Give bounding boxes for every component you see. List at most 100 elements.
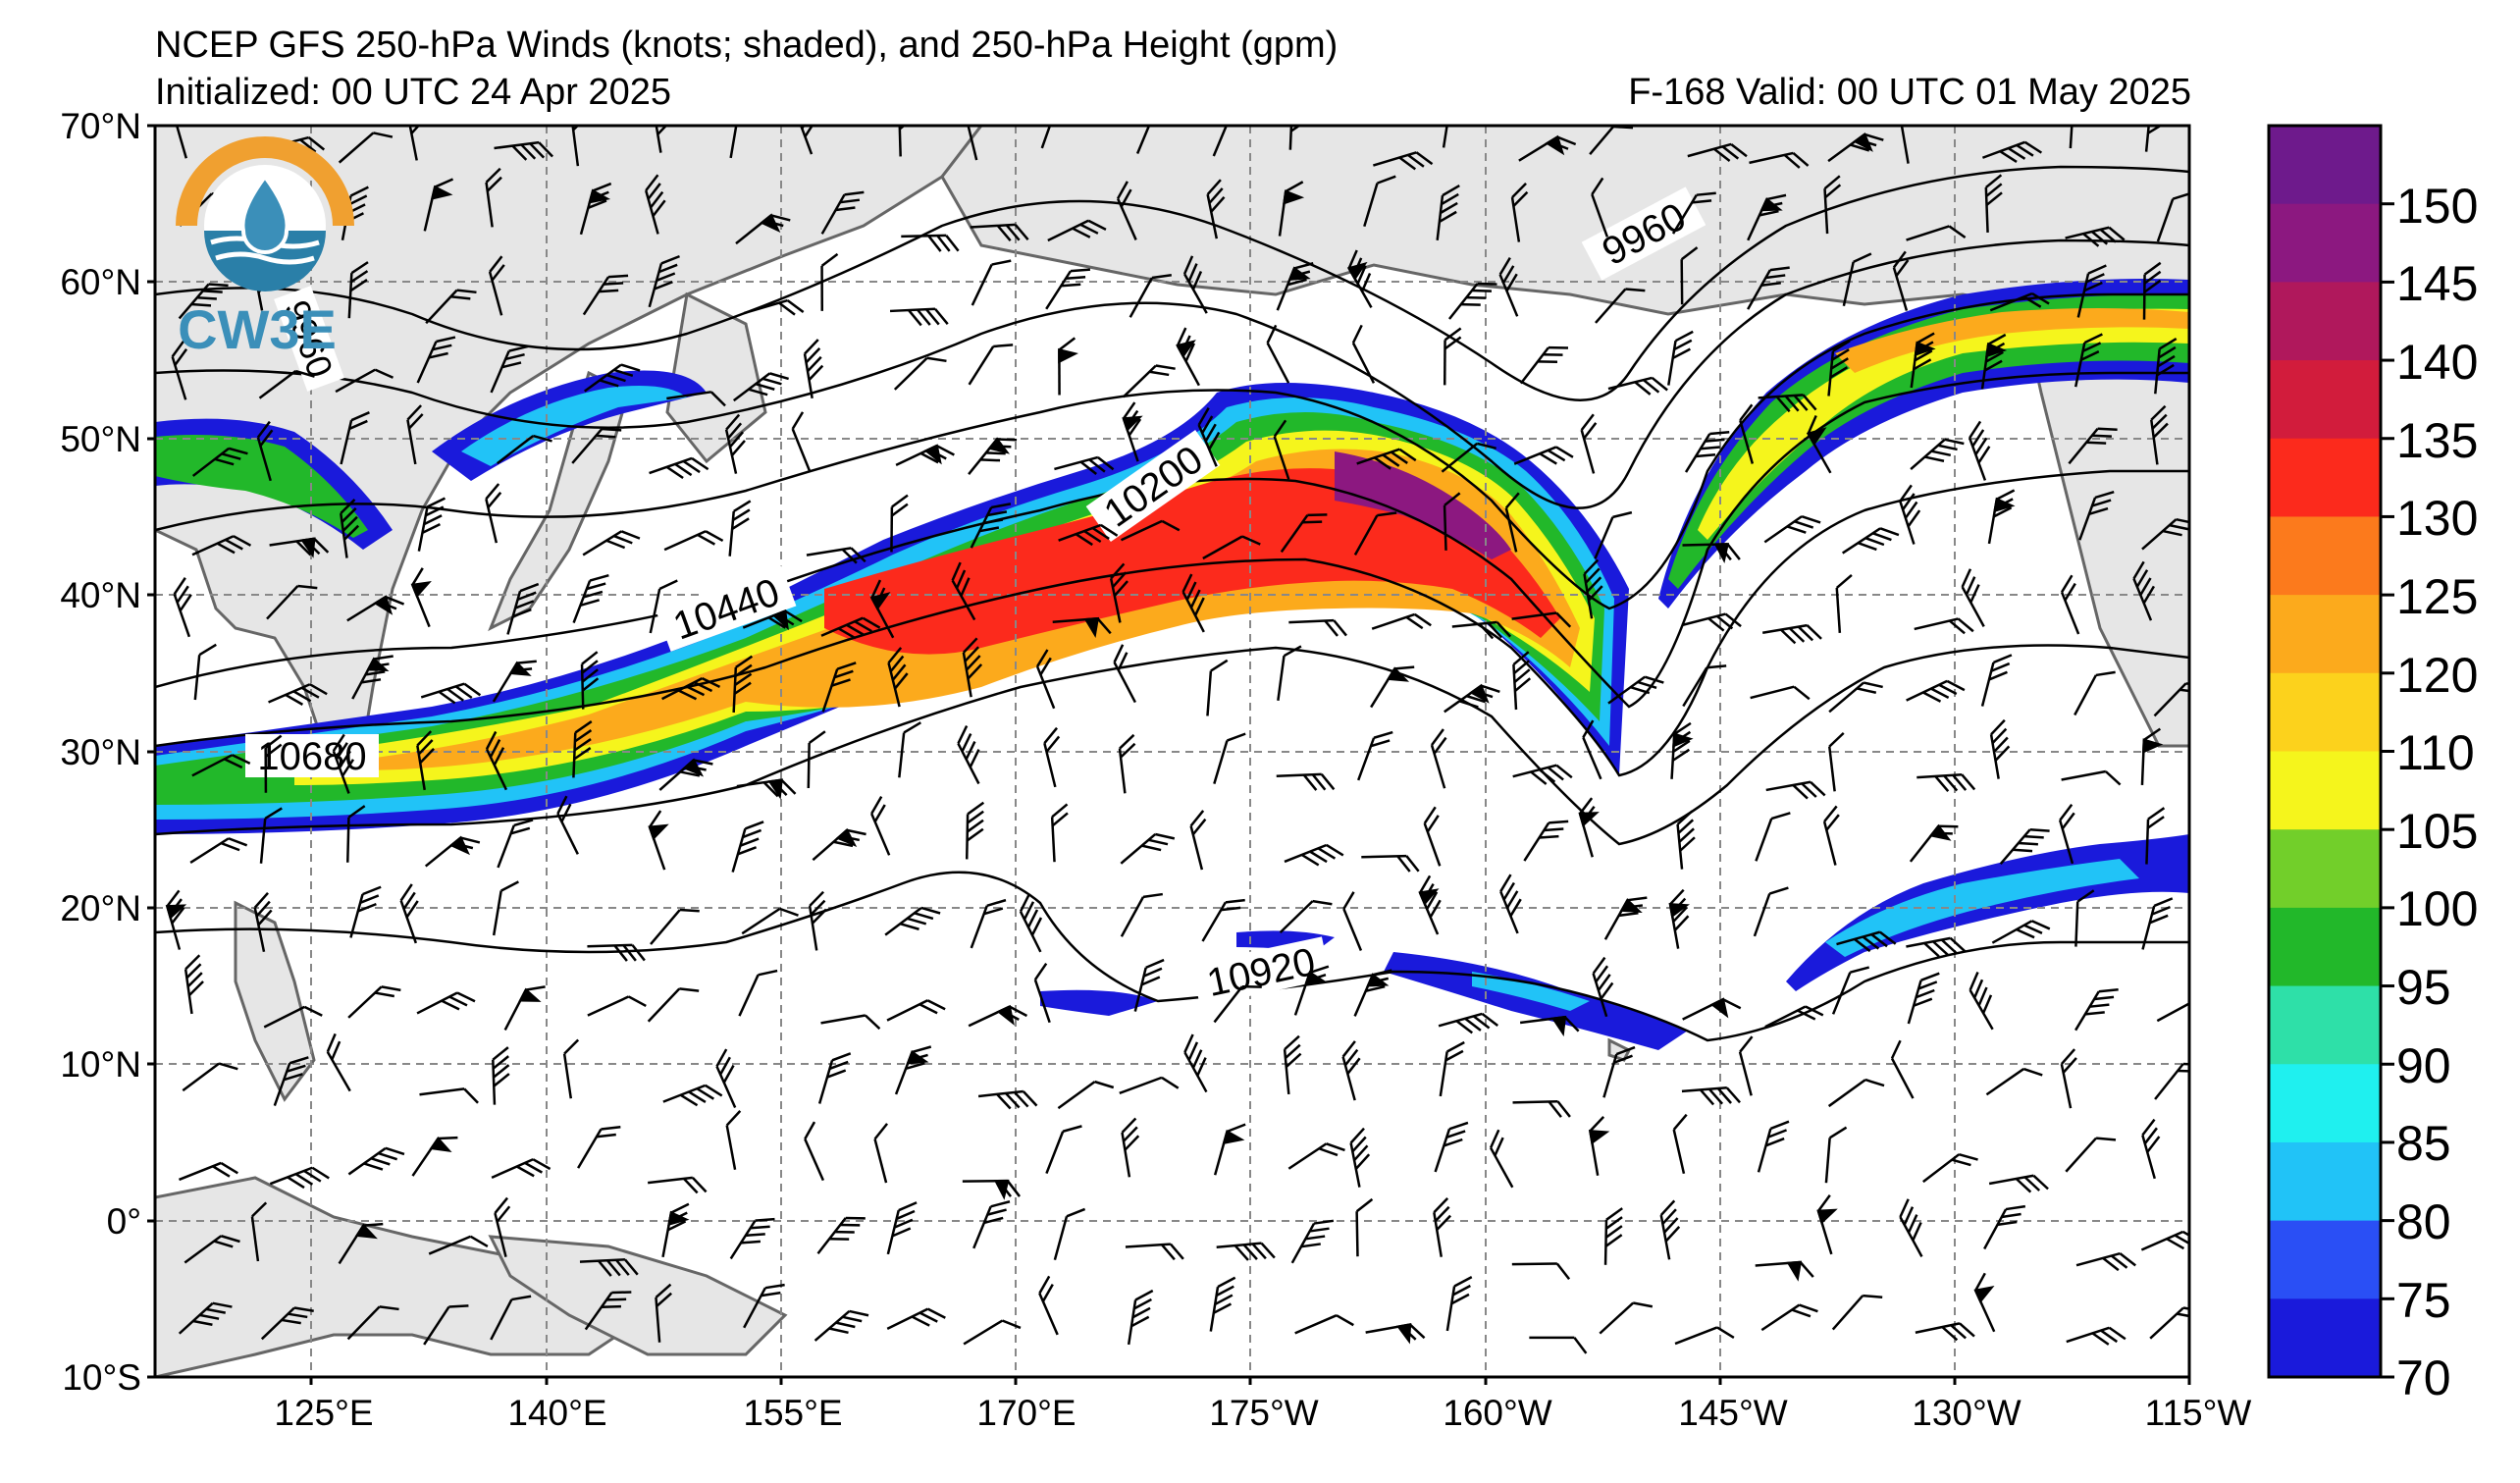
wind-barb <box>1053 1207 1086 1261</box>
wind-barb <box>1999 828 2050 866</box>
wind-barb <box>1989 718 2011 779</box>
wind-barb <box>887 647 909 708</box>
wind-barb <box>1681 1086 1741 1106</box>
wind-barb <box>1451 620 1512 640</box>
wind-barb <box>1418 874 1442 935</box>
wind-barb <box>1681 612 1742 632</box>
lon-label: 155°E <box>743 1393 842 1433</box>
wind-barb <box>1266 324 1290 384</box>
wind-barb <box>965 126 978 161</box>
wind-barb <box>332 733 355 794</box>
wind-barb <box>347 985 401 1019</box>
wind-barb <box>1129 273 1172 318</box>
wind-barb <box>1899 1198 1923 1257</box>
wind-barb <box>424 835 481 868</box>
wind-barb <box>1985 1067 2043 1096</box>
wind-barb <box>1441 442 1496 473</box>
logo-text: CW3E <box>178 298 337 360</box>
wind-barb <box>794 126 817 155</box>
colorbar-swatch <box>2269 360 2381 440</box>
wind-barb <box>264 734 283 793</box>
wind-barb <box>963 1319 1022 1346</box>
wind-barb <box>1206 659 1229 716</box>
wind-barb <box>2065 226 2126 247</box>
wind-barb <box>577 1126 621 1169</box>
wind-barb <box>2078 490 2115 541</box>
wind-barb <box>1519 1015 1580 1037</box>
wind-barb <box>340 411 370 465</box>
wind-barb <box>428 1235 489 1255</box>
wind-barb <box>1213 1123 1246 1176</box>
wind-barb <box>1276 262 1314 311</box>
wind-barb <box>1914 617 1974 635</box>
wind-barb <box>1760 1303 1818 1332</box>
wind-barb <box>1750 685 1811 701</box>
wind-barb <box>1765 780 1826 800</box>
wind-barb <box>1423 806 1442 867</box>
wind-barb <box>957 725 980 785</box>
wind-barb <box>1363 175 1396 228</box>
wind-barb <box>1342 891 1363 952</box>
wind-barb <box>1529 1336 1588 1354</box>
wind-barb <box>1434 1121 1469 1173</box>
wind-barb <box>1206 179 1226 239</box>
wind-barb <box>1836 930 1897 953</box>
wind-barb <box>1523 820 1569 862</box>
wind-barb <box>2075 1251 2136 1272</box>
wind-barb <box>346 805 366 863</box>
wind-barb <box>1753 886 1789 937</box>
wind-barb <box>582 274 629 316</box>
wind-barb <box>1910 438 1965 471</box>
wind-barb <box>184 1235 240 1264</box>
wind-barb <box>962 637 983 698</box>
wind-barb <box>1213 732 1246 785</box>
colorbar-label: 150 <box>2396 179 2479 234</box>
wind-barb <box>1827 132 1884 163</box>
lon-label: 145°W <box>1678 1393 1788 1433</box>
wind-barb <box>2074 333 2103 388</box>
philippines <box>234 900 316 1102</box>
wind-barb <box>1599 1301 1654 1335</box>
lon-label: 140°E <box>507 1393 606 1433</box>
wind-barb <box>2150 404 2169 465</box>
wind-barb <box>1892 250 1910 311</box>
wind-barb <box>485 730 508 791</box>
wind-barb <box>1444 683 1500 714</box>
wind-barb <box>2060 1048 2077 1109</box>
wind-barb <box>179 1161 238 1182</box>
wind-barb <box>869 579 895 639</box>
colorbar-swatch <box>2269 595 2381 674</box>
wind-barb <box>1122 401 1143 462</box>
wind-barb <box>349 885 382 938</box>
wind-barb <box>735 213 791 245</box>
wind-barb <box>1983 1204 2026 1250</box>
wind-barb <box>191 754 251 777</box>
wind-barb <box>1984 174 2003 233</box>
wind-barb <box>1113 644 1136 704</box>
wind-barb <box>1035 649 1056 710</box>
wind-barb <box>820 252 839 311</box>
wind-barb <box>416 730 435 791</box>
wind-barb <box>1498 256 1519 317</box>
wind-barb <box>420 682 482 705</box>
wind-barb <box>1659 1199 1681 1260</box>
wind-barb <box>1595 288 1646 324</box>
wind-barb <box>1674 1326 1735 1346</box>
wind-barb <box>1519 345 1569 385</box>
wind-barb <box>884 906 941 936</box>
wind-barb <box>663 530 724 552</box>
wind-barb <box>1511 611 1572 628</box>
wind-barb <box>648 810 669 871</box>
lon-label: 115°W <box>2145 1393 2252 1433</box>
wind-barb <box>2145 807 2166 865</box>
wind-barb <box>1512 764 1573 785</box>
wind-barb <box>1294 1314 1354 1335</box>
wind-barb <box>1202 535 1261 560</box>
wind-barb <box>1747 266 1790 310</box>
wind-barb <box>2068 427 2118 465</box>
wind-barb <box>497 434 552 465</box>
wind-barb <box>648 254 680 308</box>
wind-barb <box>1907 972 1940 1025</box>
wind-barb <box>647 987 700 1023</box>
wind-barb <box>1355 1197 1374 1257</box>
